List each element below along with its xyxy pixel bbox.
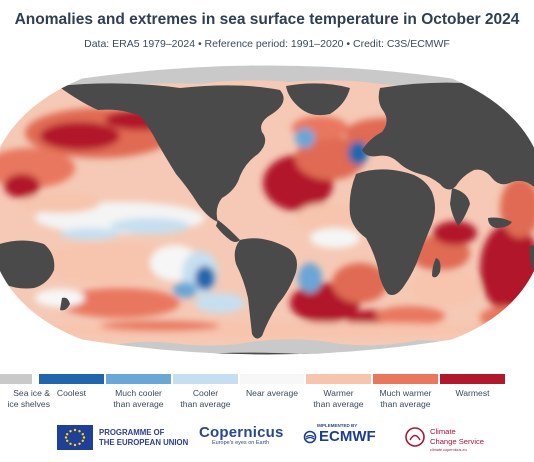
legend-swatch-warmest — [440, 374, 505, 384]
indonesia — [488, 217, 512, 228]
ecmwf-wordmark: ECMWF — [319, 428, 376, 445]
legend-swatch-coolest — [39, 374, 104, 384]
globe-outline — [0, 64, 534, 356]
ecmwf-globe-icon — [303, 430, 317, 443]
legend-label-warmest: Warmest — [455, 388, 490, 398]
ccs-label: Climate Change Service — [430, 427, 485, 446]
legend-swatch-near-average — [240, 374, 304, 384]
madagascar — [432, 258, 441, 278]
ccs-emblem-icon — [405, 427, 425, 447]
legend-label-sea-ice: Sea ice & ice shelves — [7, 388, 50, 409]
legend-swatch-much-warmer — [373, 374, 438, 384]
central-america — [216, 220, 240, 242]
legend-swatch-warmer — [306, 374, 371, 384]
ecmwf-logo: IMPLEMENTED BY ECMWF — [303, 423, 376, 445]
australia — [0, 240, 55, 289]
legend-label-much-cooler: Much cooler than average — [113, 388, 164, 409]
legend-label-near-average: Near average — [245, 388, 299, 398]
legend: Sea ice & ice shelves Coolest Much cooler… — [0, 374, 534, 419]
copernicus-logo: Copernicus Europe's eyes on Earth — [199, 424, 284, 446]
ccs-tagline: climate.copernicus.eu — [430, 448, 467, 452]
legend-label-cooler: Cooler than average — [180, 388, 231, 409]
legend-label-coolest: Coolest — [56, 388, 87, 398]
logo-bar: PROGRAMME OF THE EUROPEAN UNION Copernicu… — [0, 420, 534, 462]
japan — [516, 150, 525, 166]
north-america — [58, 83, 284, 222]
south-america — [234, 238, 297, 339]
india — [450, 188, 470, 226]
new-zealand — [60, 297, 70, 311]
eu-flag-icon — [57, 425, 93, 450]
legend-label-warmer: Warmer than average — [313, 388, 364, 409]
legend-label-much-warmer: Much warmer than average — [379, 388, 432, 409]
copernicus-wordmark: Copernicus — [199, 424, 284, 441]
legend-swatch-cooler — [173, 374, 238, 384]
copernicus-tagline: Europe's eyes on Earth — [212, 440, 270, 446]
implemented-by-label: IMPLEMENTED BY — [317, 423, 358, 428]
map-title: Anomalies and extremes in sea surface te… — [14, 11, 520, 28]
map-subtitle: Data: ERA5 1979–2024 • Reference period:… — [84, 38, 450, 50]
eu-programme-label: PROGRAMME OF THE EUROPEAN UNION — [99, 428, 189, 447]
greenland — [286, 83, 350, 116]
legend-swatch-much-cooler — [106, 374, 171, 384]
africa — [349, 169, 435, 295]
legend-swatch-sea-ice — [0, 374, 32, 384]
sst-anomaly-map — [0, 64, 534, 356]
